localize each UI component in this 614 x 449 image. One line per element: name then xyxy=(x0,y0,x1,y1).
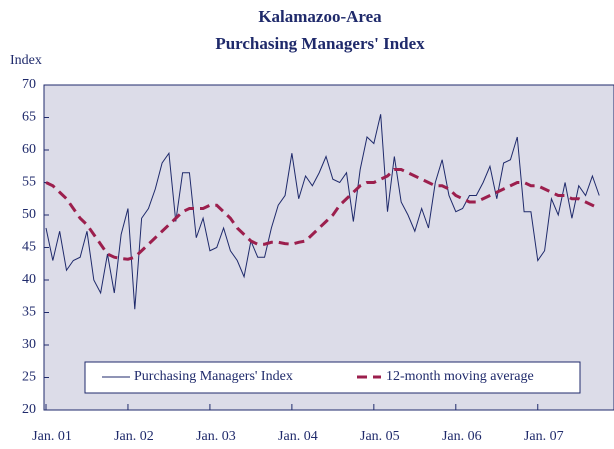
moving-average-line xyxy=(45,168,600,261)
x-tick-label: Jan. 03 xyxy=(196,429,236,444)
y-tick-label: 35 xyxy=(22,305,36,320)
y-tick-label: 55 xyxy=(22,175,36,190)
pmi-line xyxy=(45,114,600,310)
y-tick-label: 30 xyxy=(22,337,36,352)
chart-subtitle: Purchasing Managers' Index xyxy=(215,34,425,53)
y-tick-label: 60 xyxy=(22,142,36,157)
x-tick-label: Jan. 04 xyxy=(278,429,318,444)
x-tick-label: Jan. 05 xyxy=(360,429,400,444)
chart-title: Kalamazoo-Area xyxy=(258,7,382,26)
x-tick-label: Jan. 07 xyxy=(524,429,564,444)
y-tick-label: 45 xyxy=(22,240,36,255)
plot-area xyxy=(43,84,614,411)
x-tick-label: Jan. 06 xyxy=(442,429,482,444)
y-tick-label: 25 xyxy=(22,370,36,385)
legend-box xyxy=(84,361,581,394)
x-tick-label: Jan. 01 xyxy=(32,429,72,444)
y-tick-label: 65 xyxy=(22,110,36,125)
x-tick-label: Jan. 02 xyxy=(114,429,154,444)
y-tick-label: 50 xyxy=(22,207,36,222)
y-tick-label: 40 xyxy=(22,272,36,287)
legend-label: Purchasing Managers' Index xyxy=(134,369,293,384)
y-tick-label: 20 xyxy=(22,402,36,417)
y-axis-label: Index xyxy=(10,53,42,68)
legend-label: 12-month moving average xyxy=(386,369,534,384)
y-tick-label: 70 xyxy=(22,77,36,92)
